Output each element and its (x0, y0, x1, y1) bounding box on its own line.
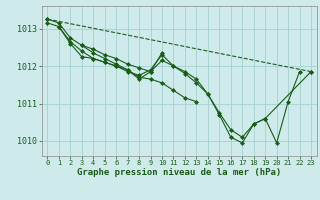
X-axis label: Graphe pression niveau de la mer (hPa): Graphe pression niveau de la mer (hPa) (77, 168, 281, 177)
